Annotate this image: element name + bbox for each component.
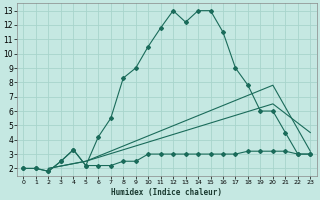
X-axis label: Humidex (Indice chaleur): Humidex (Indice chaleur) — [111, 188, 222, 197]
